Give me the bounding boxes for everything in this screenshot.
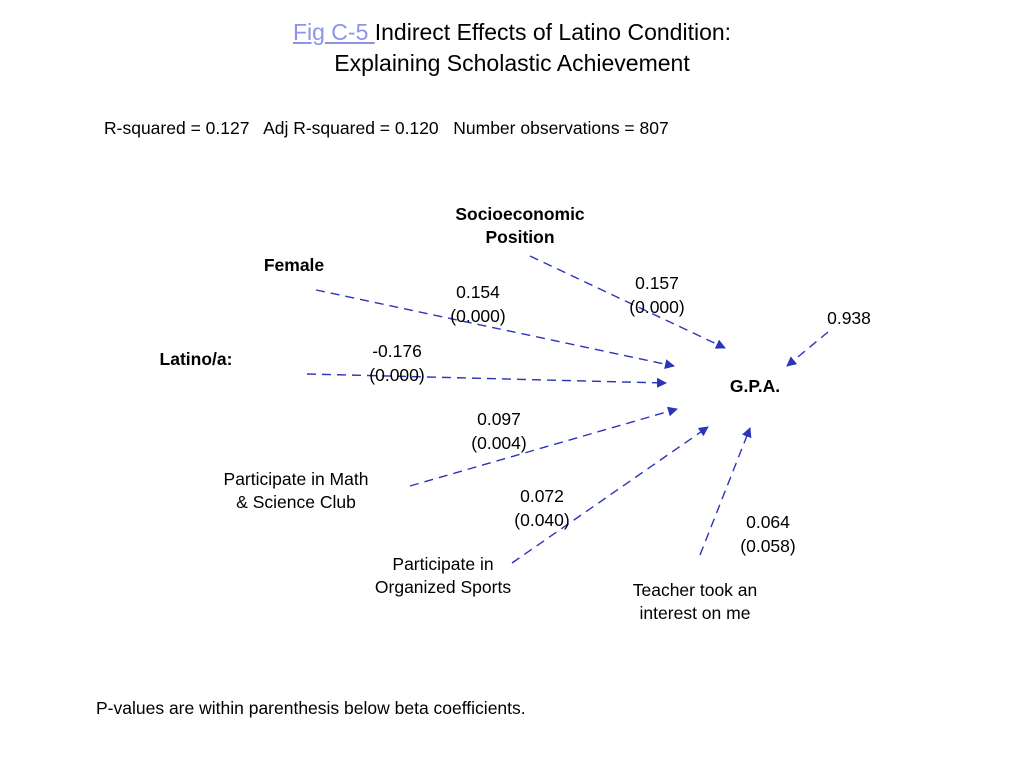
node-label: Position xyxy=(485,227,555,247)
node-label: Organized Sports xyxy=(374,577,512,597)
node-label: interest on me xyxy=(639,603,751,623)
beta-value: -0.176 xyxy=(372,341,422,361)
beta-value: 0.097 xyxy=(477,409,521,429)
node-latino: Latino/a: xyxy=(159,349,233,369)
p-value: (0.000) xyxy=(629,297,685,317)
node-gpa: G.P.A. xyxy=(729,376,781,396)
arrow-teacher-to-gpa xyxy=(699,427,752,556)
coef-residual: 0.938 xyxy=(809,306,889,330)
arrow-sports-to-gpa xyxy=(511,426,709,564)
coef-sports: 0.072 (0.040) xyxy=(502,484,582,532)
node-math-science-club: Participate in Math & Science Club xyxy=(196,468,396,514)
coef-teacher: 0.064 (0.058) xyxy=(728,510,808,558)
beta-value: 0.157 xyxy=(635,273,679,293)
beta-value: 0.072 xyxy=(520,486,564,506)
arrow-female-to-gpa xyxy=(315,289,675,370)
p-value: (0.000) xyxy=(450,306,506,326)
node-teacher-interest: Teacher took an interest on me xyxy=(595,579,795,625)
title-line-2: Explaining Scholastic Achievement xyxy=(334,50,690,76)
coef-math: 0.097 (0.004) xyxy=(459,407,539,455)
node-label: Socioeconomic xyxy=(455,204,585,224)
p-value: (0.004) xyxy=(471,433,527,453)
model-stats: R-squared = 0.127 Adj R-squared = 0.120 … xyxy=(104,118,669,138)
coef-latino: -0.176 (0.000) xyxy=(357,339,437,387)
node-socioeconomic-position: Socioeconomic Position xyxy=(440,203,600,249)
coef-ses: 0.157 (0.000) xyxy=(617,271,697,319)
node-label: Participate in xyxy=(392,554,494,574)
node-label: Participate in Math xyxy=(223,469,369,489)
node-female: Female xyxy=(263,255,325,275)
beta-value: 0.938 xyxy=(827,308,871,328)
node-label: & Science Club xyxy=(236,492,356,512)
coef-female: 0.154 (0.000) xyxy=(438,280,518,328)
figure-title: Fig C-5 Indirect Effects of Latino Condi… xyxy=(0,17,1024,79)
p-value: (0.000) xyxy=(369,365,425,385)
footnote: P-values are within parenthesis below be… xyxy=(96,698,526,718)
arrow-math-to-gpa xyxy=(409,406,678,487)
title-text: Indirect Effects of Latino Condition: xyxy=(374,19,732,45)
p-value: (0.058) xyxy=(740,536,796,556)
node-organized-sports: Participate in Organized Sports xyxy=(343,553,543,599)
beta-value: 0.154 xyxy=(456,282,500,302)
p-value: (0.040) xyxy=(514,510,570,530)
figure-link[interactable]: Fig C-5 xyxy=(292,19,375,45)
node-label: Teacher took an xyxy=(632,580,758,600)
beta-value: 0.064 xyxy=(746,512,790,532)
title-line-1: Fig C-5 Indirect Effects of Latino Condi… xyxy=(0,17,1024,48)
arrow-residual-to-gpa xyxy=(786,331,829,367)
arrow-ses-to-gpa xyxy=(529,255,726,349)
